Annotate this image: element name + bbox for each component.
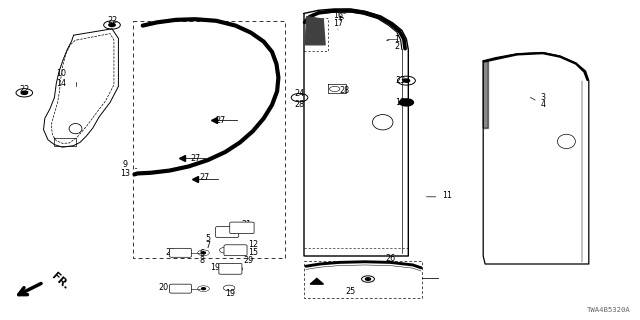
Text: 27: 27 <box>200 173 210 182</box>
Text: 5: 5 <box>205 234 211 243</box>
Text: 27: 27 <box>216 116 226 124</box>
Polygon shape <box>305 17 325 45</box>
FancyBboxPatch shape <box>219 263 242 274</box>
Text: 11: 11 <box>442 191 452 200</box>
Text: 24: 24 <box>294 89 305 98</box>
Text: 28: 28 <box>339 86 349 95</box>
Circle shape <box>403 79 410 82</box>
Text: FR.: FR. <box>50 271 71 291</box>
FancyBboxPatch shape <box>216 227 239 237</box>
Text: 3: 3 <box>540 93 545 102</box>
FancyBboxPatch shape <box>170 284 191 293</box>
Text: 7: 7 <box>205 241 211 250</box>
Text: 19: 19 <box>225 289 236 298</box>
FancyBboxPatch shape <box>224 245 247 256</box>
Text: 22: 22 <box>107 16 117 25</box>
Circle shape <box>202 252 205 254</box>
Text: 6: 6 <box>199 249 204 258</box>
Text: 16: 16 <box>333 11 343 20</box>
Text: 9: 9 <box>122 160 127 169</box>
Polygon shape <box>483 61 488 128</box>
Text: 14: 14 <box>56 79 66 88</box>
Text: 26: 26 <box>385 254 396 263</box>
Text: 25: 25 <box>346 287 356 296</box>
Circle shape <box>202 288 205 290</box>
Text: 13: 13 <box>120 169 130 178</box>
Circle shape <box>365 278 371 280</box>
Circle shape <box>21 91 28 94</box>
Text: 18: 18 <box>395 98 405 107</box>
Text: 27: 27 <box>190 154 200 163</box>
Text: 1: 1 <box>394 35 399 44</box>
Text: 12: 12 <box>248 240 258 249</box>
Text: 28: 28 <box>294 100 305 108</box>
Text: 19: 19 <box>211 263 221 272</box>
Text: 21: 21 <box>241 220 252 229</box>
Text: 20: 20 <box>158 284 168 292</box>
Text: 29: 29 <box>243 256 253 265</box>
Circle shape <box>109 23 115 27</box>
Text: 2: 2 <box>394 42 399 51</box>
FancyBboxPatch shape <box>170 248 191 257</box>
Text: 4: 4 <box>540 100 545 109</box>
Text: 15: 15 <box>248 248 258 257</box>
Text: 8: 8 <box>199 256 204 265</box>
Text: 20: 20 <box>166 248 176 257</box>
Text: 23: 23 <box>395 76 405 85</box>
Text: 17: 17 <box>333 19 343 28</box>
Text: 22: 22 <box>19 85 29 94</box>
Text: TWA4B5320A: TWA4B5320A <box>587 307 630 313</box>
Text: 10: 10 <box>56 69 66 78</box>
FancyBboxPatch shape <box>230 222 254 234</box>
Circle shape <box>399 99 413 106</box>
